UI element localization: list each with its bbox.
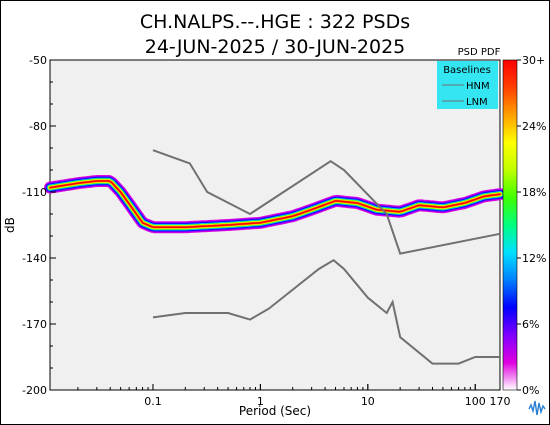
baseline-hnm-line	[152, 149, 501, 255]
baseline-curves	[152, 149, 501, 365]
colorbar-gradient	[502, 59, 518, 391]
legend: Baselines HNM LNM	[437, 61, 498, 109]
colorbar-title: PSD PDF	[458, 47, 501, 58]
x-tick-label: 10	[361, 395, 375, 408]
wave-logo-icon	[528, 400, 546, 416]
colorbar-tick-label: 6%	[522, 318, 539, 331]
x-tick-label: 0.1	[144, 395, 162, 408]
psd-density-band	[49, 180, 501, 228]
colorbar: PSD PDF 0% 6% 12% 18% 24% 30+	[458, 47, 547, 397]
x-tick-label: 170	[490, 395, 511, 408]
x-axis: 0.1 1 10 100 170	[77, 384, 511, 408]
colorbar-tick-label: 24%	[522, 120, 546, 133]
colorbar-tick-label: 0%	[522, 384, 539, 397]
y-tick-label: -50	[29, 54, 47, 67]
y-axis: -50 -80 -110 -140 -170 -200	[22, 54, 56, 397]
colorbar-tick-label: 30+	[522, 54, 545, 67]
y-tick-label: -200	[22, 384, 47, 397]
y-tick-label: -80	[29, 120, 47, 133]
chart-title: CH.NALPS.--.HGE : 322 PSDs	[140, 11, 410, 33]
x-axis-label: Period (Sec)	[239, 404, 311, 418]
legend-hnm-label: HNM	[466, 81, 490, 92]
y-tick-label: -170	[22, 318, 47, 331]
y-tick-label: -110	[22, 186, 47, 199]
app-logo	[528, 400, 546, 416]
colorbar-tick-label: 12%	[522, 252, 546, 265]
x-tick-label: 1	[257, 395, 264, 408]
baseline-lnm-line	[152, 258, 500, 365]
psd-density-layer	[44, 175, 506, 234]
colorbar-tick-label: 18%	[522, 186, 546, 199]
y-axis-label: dB	[3, 217, 17, 233]
chart-subtitle: 24-JUN-2025 / 30-JUN-2025	[145, 36, 406, 58]
x-tick-label: 100	[465, 395, 486, 408]
legend-lnm-label: LNM	[466, 97, 488, 108]
y-tick-label: -140	[22, 252, 47, 265]
legend-title: Baselines	[443, 65, 491, 76]
colorbar-ticks: 0% 6% 12% 18% 24% 30+	[517, 54, 546, 397]
